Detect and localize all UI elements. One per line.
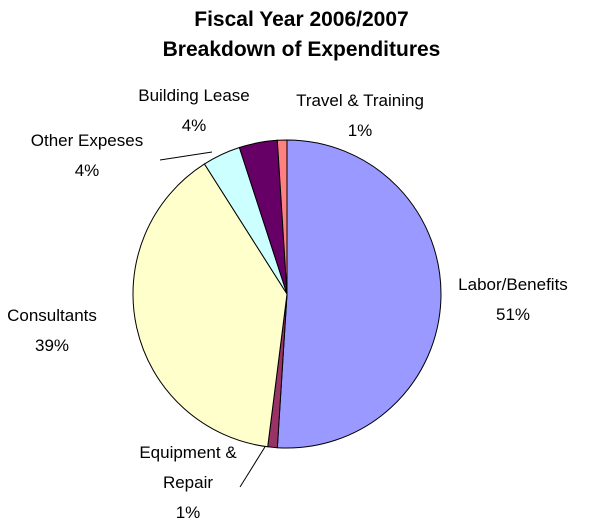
category-label: Labor/Benefits bbox=[458, 275, 568, 294]
slice-label: Other Expeses 4% bbox=[7, 126, 167, 186]
slice-label: Travel & Training 1% bbox=[270, 86, 450, 146]
value-label: 39% bbox=[34, 336, 70, 355]
pie-slice bbox=[132, 163, 288, 448]
category-label: Equipment & Repair bbox=[139, 443, 237, 492]
value-label: 51% bbox=[495, 305, 531, 324]
chart-title: Breakdown of Expenditures bbox=[162, 38, 441, 61]
slice-label: Consultants 39% bbox=[0, 301, 107, 361]
value-label: 1% bbox=[347, 121, 373, 140]
value-label: 4% bbox=[181, 116, 207, 135]
pie-slice bbox=[276, 139, 288, 295]
category-label: Other Expeses bbox=[30, 131, 144, 150]
category-label: Travel & Training bbox=[296, 91, 424, 110]
slice-label: Labor/Benefits 51% bbox=[438, 270, 588, 330]
category-label: Building Lease bbox=[138, 86, 250, 105]
chart-title: Fiscal Year 2006/2007 bbox=[194, 8, 409, 31]
leader-line bbox=[159, 151, 213, 161]
category-label: Consultants bbox=[7, 306, 97, 325]
slice-label: Building Lease 4% bbox=[114, 81, 274, 141]
leader-line bbox=[239, 441, 269, 488]
value-label: 1% bbox=[175, 503, 201, 522]
pie-slice bbox=[276, 139, 442, 449]
slice-label: Equipment & Repair 1% bbox=[133, 438, 243, 528]
value-label: 4% bbox=[74, 161, 100, 180]
